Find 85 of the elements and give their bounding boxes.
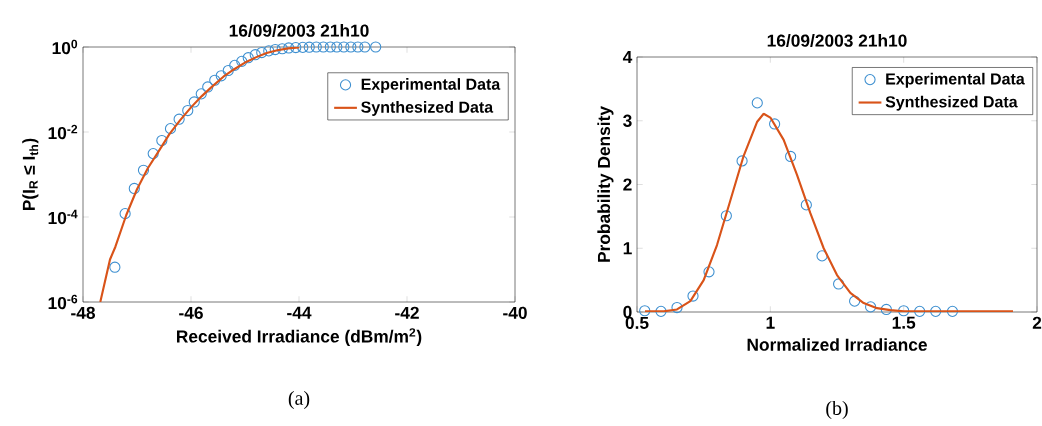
point: [736, 155, 748, 167]
point: [249, 49, 261, 61]
y-tick-label: 4: [622, 51, 633, 63]
point: [156, 134, 168, 147]
point: [769, 118, 781, 130]
point: [195, 88, 207, 100]
point: [119, 208, 131, 220]
point: [751, 97, 763, 109]
y-tick-label: 10$^{0}$: [52, 39, 78, 55]
x-tick-label: -46: [179, 306, 203, 319]
point: [324, 41, 336, 53]
x-tick-label: 2: [1032, 316, 1042, 329]
point: [898, 305, 910, 317]
x-tick-label: 1: [766, 316, 775, 329]
legend-label: Experimental Data: [886, 72, 1025, 88]
y-tick-label: 10$^{-2}$: [48, 124, 78, 140]
point: [137, 164, 150, 176]
x-axis-title: Received Irradiance (dBm/m$^{2}$): [177, 328, 422, 347]
point: [914, 305, 926, 317]
point: [833, 278, 845, 290]
point: [359, 41, 371, 53]
point: [800, 199, 812, 211]
point: [182, 104, 194, 117]
point: [236, 55, 248, 67]
point: [283, 42, 295, 54]
point: [109, 261, 121, 273]
point: [297, 41, 309, 53]
x-axis-title: Normalized Irradiance: [747, 338, 927, 351]
point: [849, 295, 861, 307]
point: [147, 148, 159, 160]
y-tick-label: 10$^{-4}$: [48, 209, 78, 225]
y-tick-label: 2: [623, 178, 632, 191]
point: [331, 41, 343, 53]
point: [256, 46, 268, 59]
point: [370, 41, 382, 53]
point: [720, 210, 732, 222]
point: [671, 301, 683, 314]
point: [173, 113, 185, 125]
text: (a): [288, 390, 310, 410]
point: [269, 43, 281, 56]
point: [639, 305, 651, 317]
point: [215, 70, 227, 82]
point: [930, 305, 942, 317]
point: [703, 266, 715, 278]
x-tick-label: -42: [395, 306, 419, 319]
point: [338, 41, 350, 53]
legend-label: Synthesized Data: [885, 95, 1018, 111]
x-tick-label: 0.5: [625, 316, 649, 329]
point: [263, 45, 275, 57]
point: [317, 41, 329, 53]
point: [128, 182, 140, 195]
x-tick-label: 1.5: [892, 316, 916, 329]
point: [880, 303, 892, 316]
legend-label: Synthesized Data: [361, 101, 494, 116]
point: [655, 305, 667, 317]
line-series: [99, 47, 301, 303]
point: [222, 64, 234, 77]
y-tick-label: 3: [623, 114, 632, 127]
y-tick-label: 0: [623, 305, 632, 319]
point: [687, 290, 699, 302]
point: [290, 41, 302, 54]
chart-title: 16/09/2003 21h10: [229, 24, 369, 37]
point: [946, 305, 959, 317]
point: [303, 41, 315, 53]
point: [242, 52, 254, 64]
point: [188, 96, 200, 108]
point: [345, 41, 357, 53]
point: [865, 301, 877, 313]
point: [229, 59, 241, 71]
point: [209, 74, 221, 86]
point: [164, 123, 177, 135]
point: [816, 250, 828, 262]
point: [352, 41, 364, 53]
point: [202, 81, 214, 93]
y-tick-label: 1: [623, 242, 632, 255]
y-axis-title: Probability Density: [597, 106, 614, 262]
chart-title: 16/09/2003 21h10: [767, 34, 907, 47]
x-tick-label: -44: [287, 306, 312, 319]
y-axis-title: P(I$_{R}$ ≤ I$_{th}$): [22, 138, 39, 211]
legend-label: Experimental Data: [361, 78, 501, 94]
point: [310, 41, 322, 53]
point: [785, 150, 797, 163]
x-tick-label: -40: [503, 306, 527, 319]
point: [276, 43, 288, 55]
text: (b): [826, 400, 848, 420]
